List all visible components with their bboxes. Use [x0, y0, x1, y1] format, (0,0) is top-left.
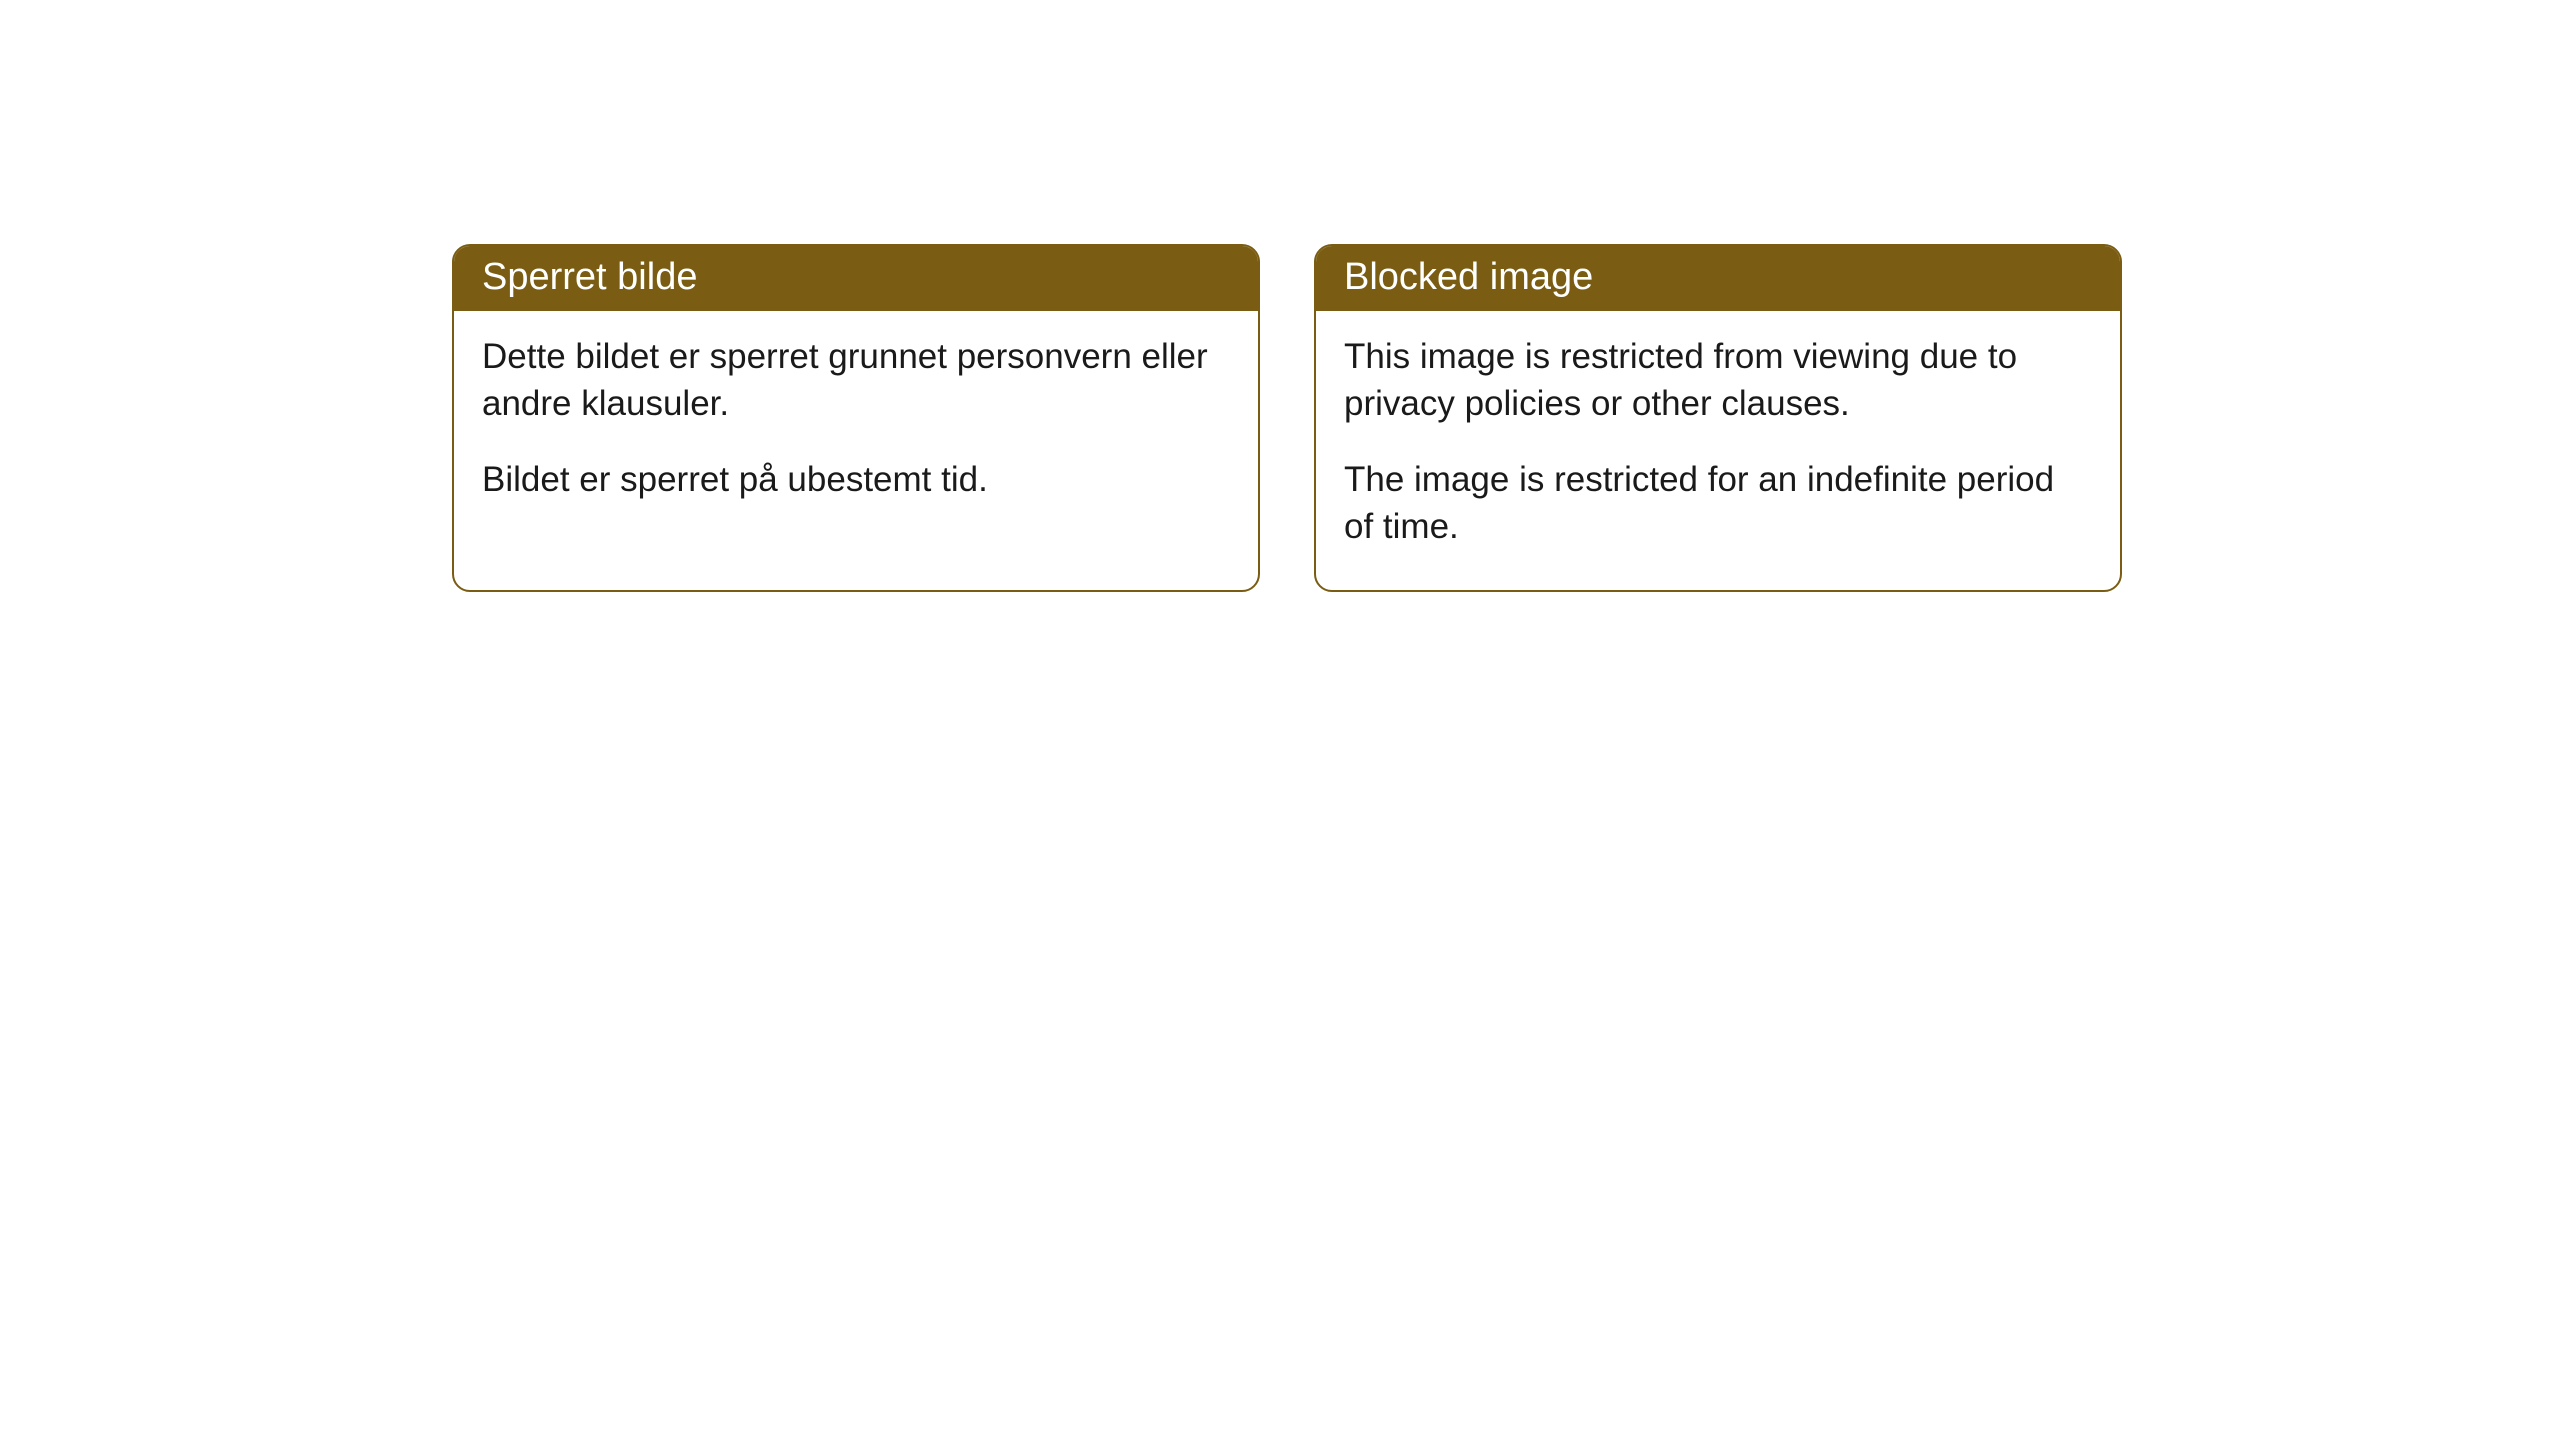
notice-card-english: Blocked image This image is restricted f… — [1314, 244, 2122, 592]
notice-container: Sperret bilde Dette bildet er sperret gr… — [452, 244, 2122, 592]
notice-body-english: This image is restricted from viewing du… — [1316, 311, 2120, 590]
notice-paragraph: The image is restricted for an indefinit… — [1344, 456, 2092, 551]
notice-body-norwegian: Dette bildet er sperret grunnet personve… — [454, 311, 1258, 543]
notice-paragraph: Dette bildet er sperret grunnet personve… — [482, 333, 1230, 428]
notice-paragraph: This image is restricted from viewing du… — [1344, 333, 2092, 428]
notice-card-norwegian: Sperret bilde Dette bildet er sperret gr… — [452, 244, 1260, 592]
notice-title-english: Blocked image — [1316, 246, 2120, 311]
notice-title-norwegian: Sperret bilde — [454, 246, 1258, 311]
notice-paragraph: Bildet er sperret på ubestemt tid. — [482, 456, 1230, 503]
